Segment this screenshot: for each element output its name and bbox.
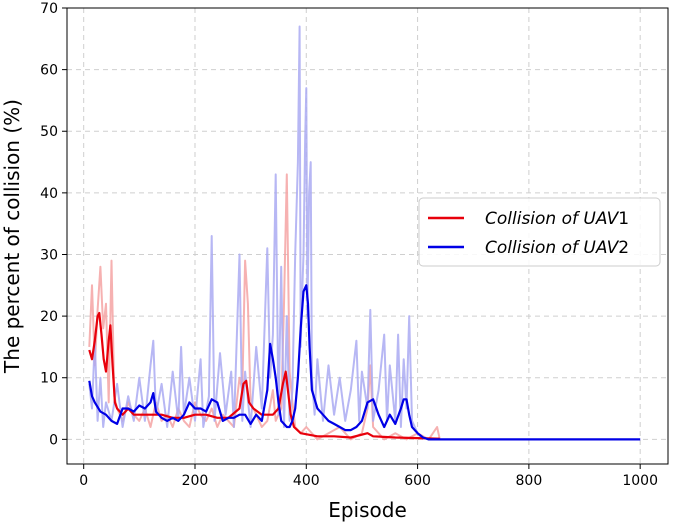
raw-series-line-uav2	[88, 25, 424, 441]
smooth-series-line-uav1	[88, 311, 440, 440]
x-tick-label: 800	[516, 473, 543, 489]
y-tick-label: 60	[40, 63, 58, 79]
y-tick-label: 30	[40, 247, 58, 263]
y-tick-label: 0	[49, 432, 58, 448]
x-tick-label: 400	[293, 473, 320, 489]
legend-label-uav1: Collision of UAV1	[485, 209, 629, 229]
plot-frame	[66, 7, 669, 465]
smooth-series-line-uav2	[88, 284, 641, 441]
legend-label-uav2: Collision of UAV2	[485, 238, 629, 258]
y-tick-label: 20	[40, 309, 58, 325]
y-tick-label: 50	[40, 124, 58, 140]
y-tick-label: 10	[40, 371, 58, 387]
x-axis-label: Episode	[328, 498, 407, 522]
legend: Collision of UAV1 Collision of UAV2	[418, 197, 661, 267]
y-tick-label: 70	[40, 1, 58, 17]
legend-box	[418, 197, 661, 267]
y-tick-label: 40	[40, 186, 58, 202]
y-axis-label: The percent of collision (%)	[0, 99, 24, 374]
ticks: 0 200 400 600 800 1000 0 10 20 30 40 50 60 70	[40, 1, 658, 489]
x-tick-label: 200	[182, 473, 209, 489]
x-tick-label: 0	[79, 473, 88, 489]
smooth-series-group	[88, 284, 641, 441]
x-tick-label: 1000	[622, 473, 658, 489]
x-tick-label: 600	[404, 473, 431, 489]
